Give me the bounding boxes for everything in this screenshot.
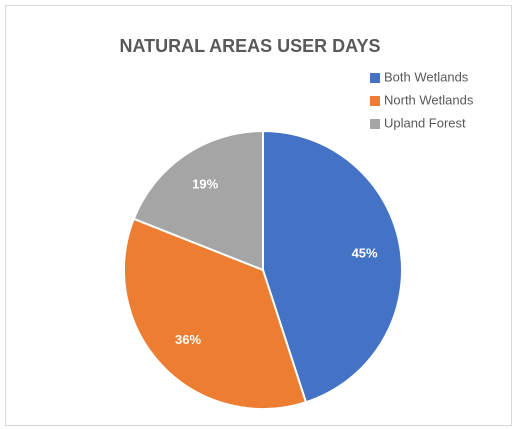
data-label: 45% (352, 245, 378, 260)
pie-slice (262, 129, 403, 404)
legend-swatch (370, 119, 380, 129)
legend-label: Both Wetlands (384, 69, 469, 84)
chart-title: NATURAL AREAS USER DAYS (119, 36, 380, 56)
legend-label: Upland Forest (384, 115, 466, 130)
legend-label: North Wetlands (384, 92, 474, 107)
data-label: 19% (192, 176, 218, 191)
pie-slice (132, 129, 264, 272)
pie-slice (123, 217, 308, 410)
legend-swatch (370, 96, 380, 106)
data-label: 36% (175, 332, 201, 347)
legend-swatch (370, 73, 380, 83)
